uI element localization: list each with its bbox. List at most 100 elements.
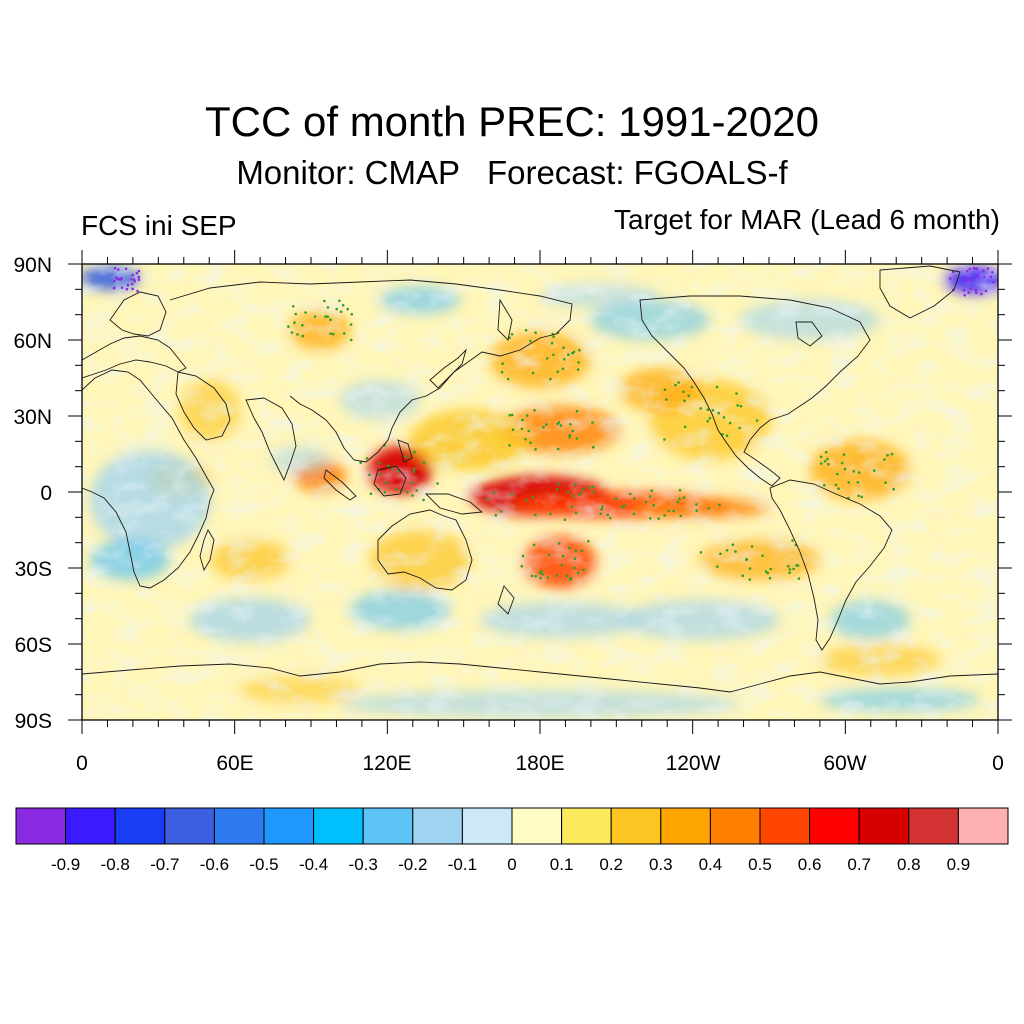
significance-dot bbox=[991, 271, 994, 274]
significance-dot bbox=[682, 496, 686, 499]
significance-dot bbox=[412, 470, 416, 474]
significance-dot bbox=[750, 545, 754, 548]
significance-dot bbox=[621, 505, 625, 509]
significance-dot bbox=[560, 563, 564, 567]
significance-dot bbox=[576, 368, 580, 371]
significance-dot bbox=[735, 392, 738, 395]
colorbar-swatch bbox=[858, 807, 910, 845]
significance-dot bbox=[725, 549, 729, 552]
significance-dot bbox=[823, 483, 826, 487]
significance-dot bbox=[531, 371, 535, 375]
colorbar-swatch bbox=[561, 807, 612, 845]
significance-dot bbox=[117, 268, 120, 271]
colorbar-label: -0.1 bbox=[448, 855, 477, 874]
significance-dot bbox=[422, 461, 426, 464]
significance-dot bbox=[766, 571, 769, 575]
significance-dot bbox=[422, 498, 425, 502]
significance-dot bbox=[883, 458, 886, 461]
colorbar-swatch bbox=[809, 807, 860, 845]
significance-dot bbox=[663, 438, 666, 441]
significance-dot bbox=[538, 571, 542, 575]
significance-dot bbox=[136, 289, 139, 293]
significance-dot bbox=[968, 267, 972, 271]
colorbar-swatch bbox=[660, 807, 711, 845]
significance-dot bbox=[125, 287, 129, 291]
significance-dot bbox=[485, 497, 489, 501]
significance-dot bbox=[823, 460, 827, 463]
significance-dot bbox=[962, 288, 966, 292]
significance-dot bbox=[966, 269, 969, 273]
significance-dot bbox=[561, 554, 565, 558]
significance-dot bbox=[663, 514, 666, 517]
significance-dot bbox=[791, 539, 794, 542]
coastline-south-america bbox=[769, 479, 893, 651]
significance-dot bbox=[415, 489, 419, 492]
colorbar-label: -0.2 bbox=[398, 855, 427, 874]
significance-dot bbox=[842, 453, 846, 456]
significance-dot bbox=[559, 424, 563, 427]
significance-dot bbox=[349, 323, 353, 326]
significance-dot bbox=[728, 421, 732, 425]
significance-dot bbox=[563, 358, 566, 361]
significance-dot bbox=[857, 471, 861, 474]
significance-dot bbox=[650, 489, 653, 493]
significance-dot bbox=[718, 503, 721, 507]
significance-dot bbox=[768, 576, 772, 580]
significance-dot bbox=[591, 421, 594, 424]
significance-dot bbox=[577, 361, 580, 364]
significance-dot bbox=[135, 271, 139, 275]
significance-dot bbox=[124, 267, 128, 271]
significance-dot bbox=[555, 574, 559, 577]
target-label: Target for MAR (Lead 6 month) bbox=[614, 204, 1000, 235]
significance-dot bbox=[678, 497, 681, 501]
significance-dot bbox=[734, 550, 737, 553]
significance-dot bbox=[847, 481, 850, 484]
significance-dot bbox=[761, 554, 764, 557]
significance-dot bbox=[572, 494, 575, 498]
significance-dot bbox=[133, 280, 136, 283]
significance-dot bbox=[524, 328, 528, 332]
significance-dot bbox=[592, 445, 595, 449]
significance-dot bbox=[569, 422, 572, 426]
lat-label-eq: 0 bbox=[40, 482, 52, 505]
significance-dot bbox=[573, 566, 576, 570]
significance-dot bbox=[834, 483, 838, 487]
significance-dot bbox=[764, 570, 768, 573]
significance-dot bbox=[695, 503, 698, 506]
significance-dot bbox=[436, 482, 439, 485]
significance-dot bbox=[557, 421, 561, 424]
lon-label-0-right: 0 bbox=[992, 752, 1004, 775]
significance-dot bbox=[349, 338, 353, 342]
significance-dot bbox=[963, 294, 966, 297]
colorbar-label: 0.1 bbox=[550, 855, 574, 874]
coastlines bbox=[82, 265, 998, 693]
lat-label-30n: 30N bbox=[13, 406, 52, 429]
init-label: FCS ini SEP bbox=[81, 210, 237, 241]
coastline-asia bbox=[169, 279, 573, 463]
significance-dot bbox=[506, 377, 510, 381]
significance-dot bbox=[404, 455, 407, 459]
significance-dot bbox=[567, 546, 571, 550]
significance-dot bbox=[492, 491, 496, 495]
colorbar-label: -0.7 bbox=[150, 855, 179, 874]
coastline-hudson-bay bbox=[795, 321, 823, 347]
significance-dot bbox=[556, 370, 559, 374]
significance-dot bbox=[663, 388, 667, 392]
significance-dot bbox=[719, 552, 722, 556]
lat-label-30s: 30S bbox=[15, 558, 52, 581]
significance-dot bbox=[674, 383, 677, 387]
significance-dot bbox=[113, 279, 116, 283]
colorbar-swatch bbox=[213, 807, 265, 845]
significance-dot bbox=[368, 473, 371, 477]
significance-dot bbox=[552, 335, 555, 339]
significance-dot bbox=[534, 513, 537, 517]
significance-dot bbox=[292, 305, 295, 308]
significance-dot bbox=[717, 411, 720, 415]
lat-label-60n: 60N bbox=[13, 330, 52, 353]
coastline-sumatra bbox=[323, 469, 357, 501]
colorbar-swatch bbox=[263, 807, 315, 845]
significance-dot bbox=[731, 543, 735, 546]
significance-dot bbox=[524, 438, 527, 441]
significance-dot bbox=[736, 404, 739, 407]
